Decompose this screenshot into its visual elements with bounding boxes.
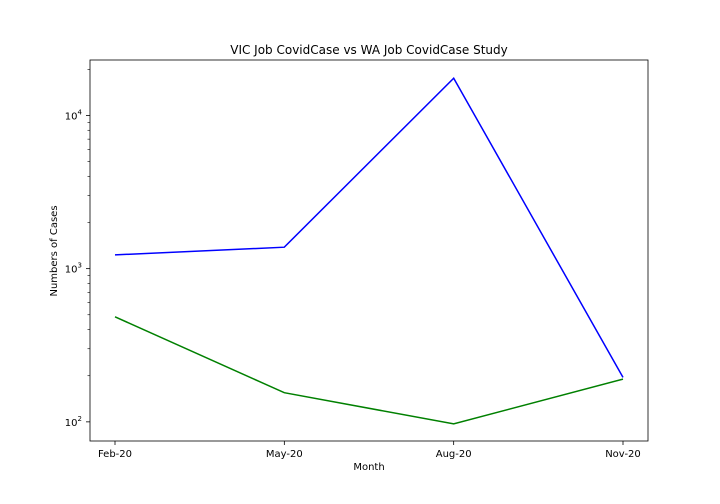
x-axis-label: Month	[353, 462, 384, 473]
x-tick-label: May-20	[266, 449, 303, 460]
plot-frame	[89, 59, 649, 442]
y-axis-label: Numbers of Cases	[49, 205, 60, 296]
plot-area: Feb-20 May-20 Aug-20 Nov-20 102 103 104	[65, 59, 649, 460]
y-tick-label: 104	[65, 108, 83, 122]
y-tick-label: 103	[65, 262, 82, 276]
chart-title: VIC Job CovidCase vs WA Job CovidCase St…	[230, 43, 508, 57]
x-tick-label: Aug-20	[436, 449, 472, 460]
series-line-2	[114, 316, 624, 425]
y-tick-label: 102	[65, 415, 82, 429]
series-line-1	[114, 76, 624, 378]
x-tick-label: Nov-20	[605, 449, 641, 460]
x-tick-label: Feb-20	[98, 449, 132, 460]
